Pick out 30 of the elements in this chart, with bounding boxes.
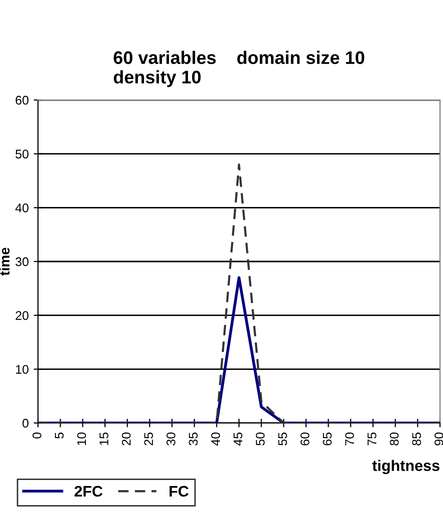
chart-title: 60 variables domain size 10 density 10 — [114, 50, 364, 88]
y-tick-label: 20 — [16, 311, 28, 320]
x-axis-title: tightness — [372, 460, 440, 474]
x-tick-label: 70 — [345, 432, 354, 446]
y-tick-label: 0 — [22, 418, 28, 428]
x-tick-label: 30 — [166, 432, 176, 446]
x-tick-label: 0 — [32, 432, 42, 438]
y-tick-label: 50 — [16, 150, 28, 158]
y-tick-label: 10 — [16, 364, 28, 374]
x-tick-label: 55 — [278, 432, 288, 446]
x-tick-label: 80 — [390, 432, 399, 446]
x-tick-label: 5 — [54, 432, 64, 438]
x-tick-label: 35 — [188, 432, 198, 446]
y-tick-label: 60 — [16, 96, 28, 105]
x-tick-label: 40 — [211, 432, 220, 446]
y-tick-label: 40 — [15, 203, 28, 212]
legend-label: 2FC — [74, 486, 102, 497]
x-tick-label: 75 — [368, 432, 376, 446]
x-tick-label: 85 — [412, 432, 422, 446]
x-tick-label: 15 — [100, 432, 108, 445]
x-tick-label: 45 — [234, 432, 242, 446]
y-tick-label: 30 — [16, 257, 28, 266]
x-tick-label: 10 — [77, 432, 86, 445]
legend-label: FC — [170, 486, 189, 497]
x-tick-label: 50 — [256, 432, 265, 446]
x-tick-label: 90 — [434, 432, 443, 446]
x-tick-label: 60 — [300, 432, 310, 446]
x-tick-label: 20 — [122, 432, 131, 446]
x-tick-label: 25 — [144, 432, 154, 446]
x-tick-label: 65 — [322, 432, 332, 446]
